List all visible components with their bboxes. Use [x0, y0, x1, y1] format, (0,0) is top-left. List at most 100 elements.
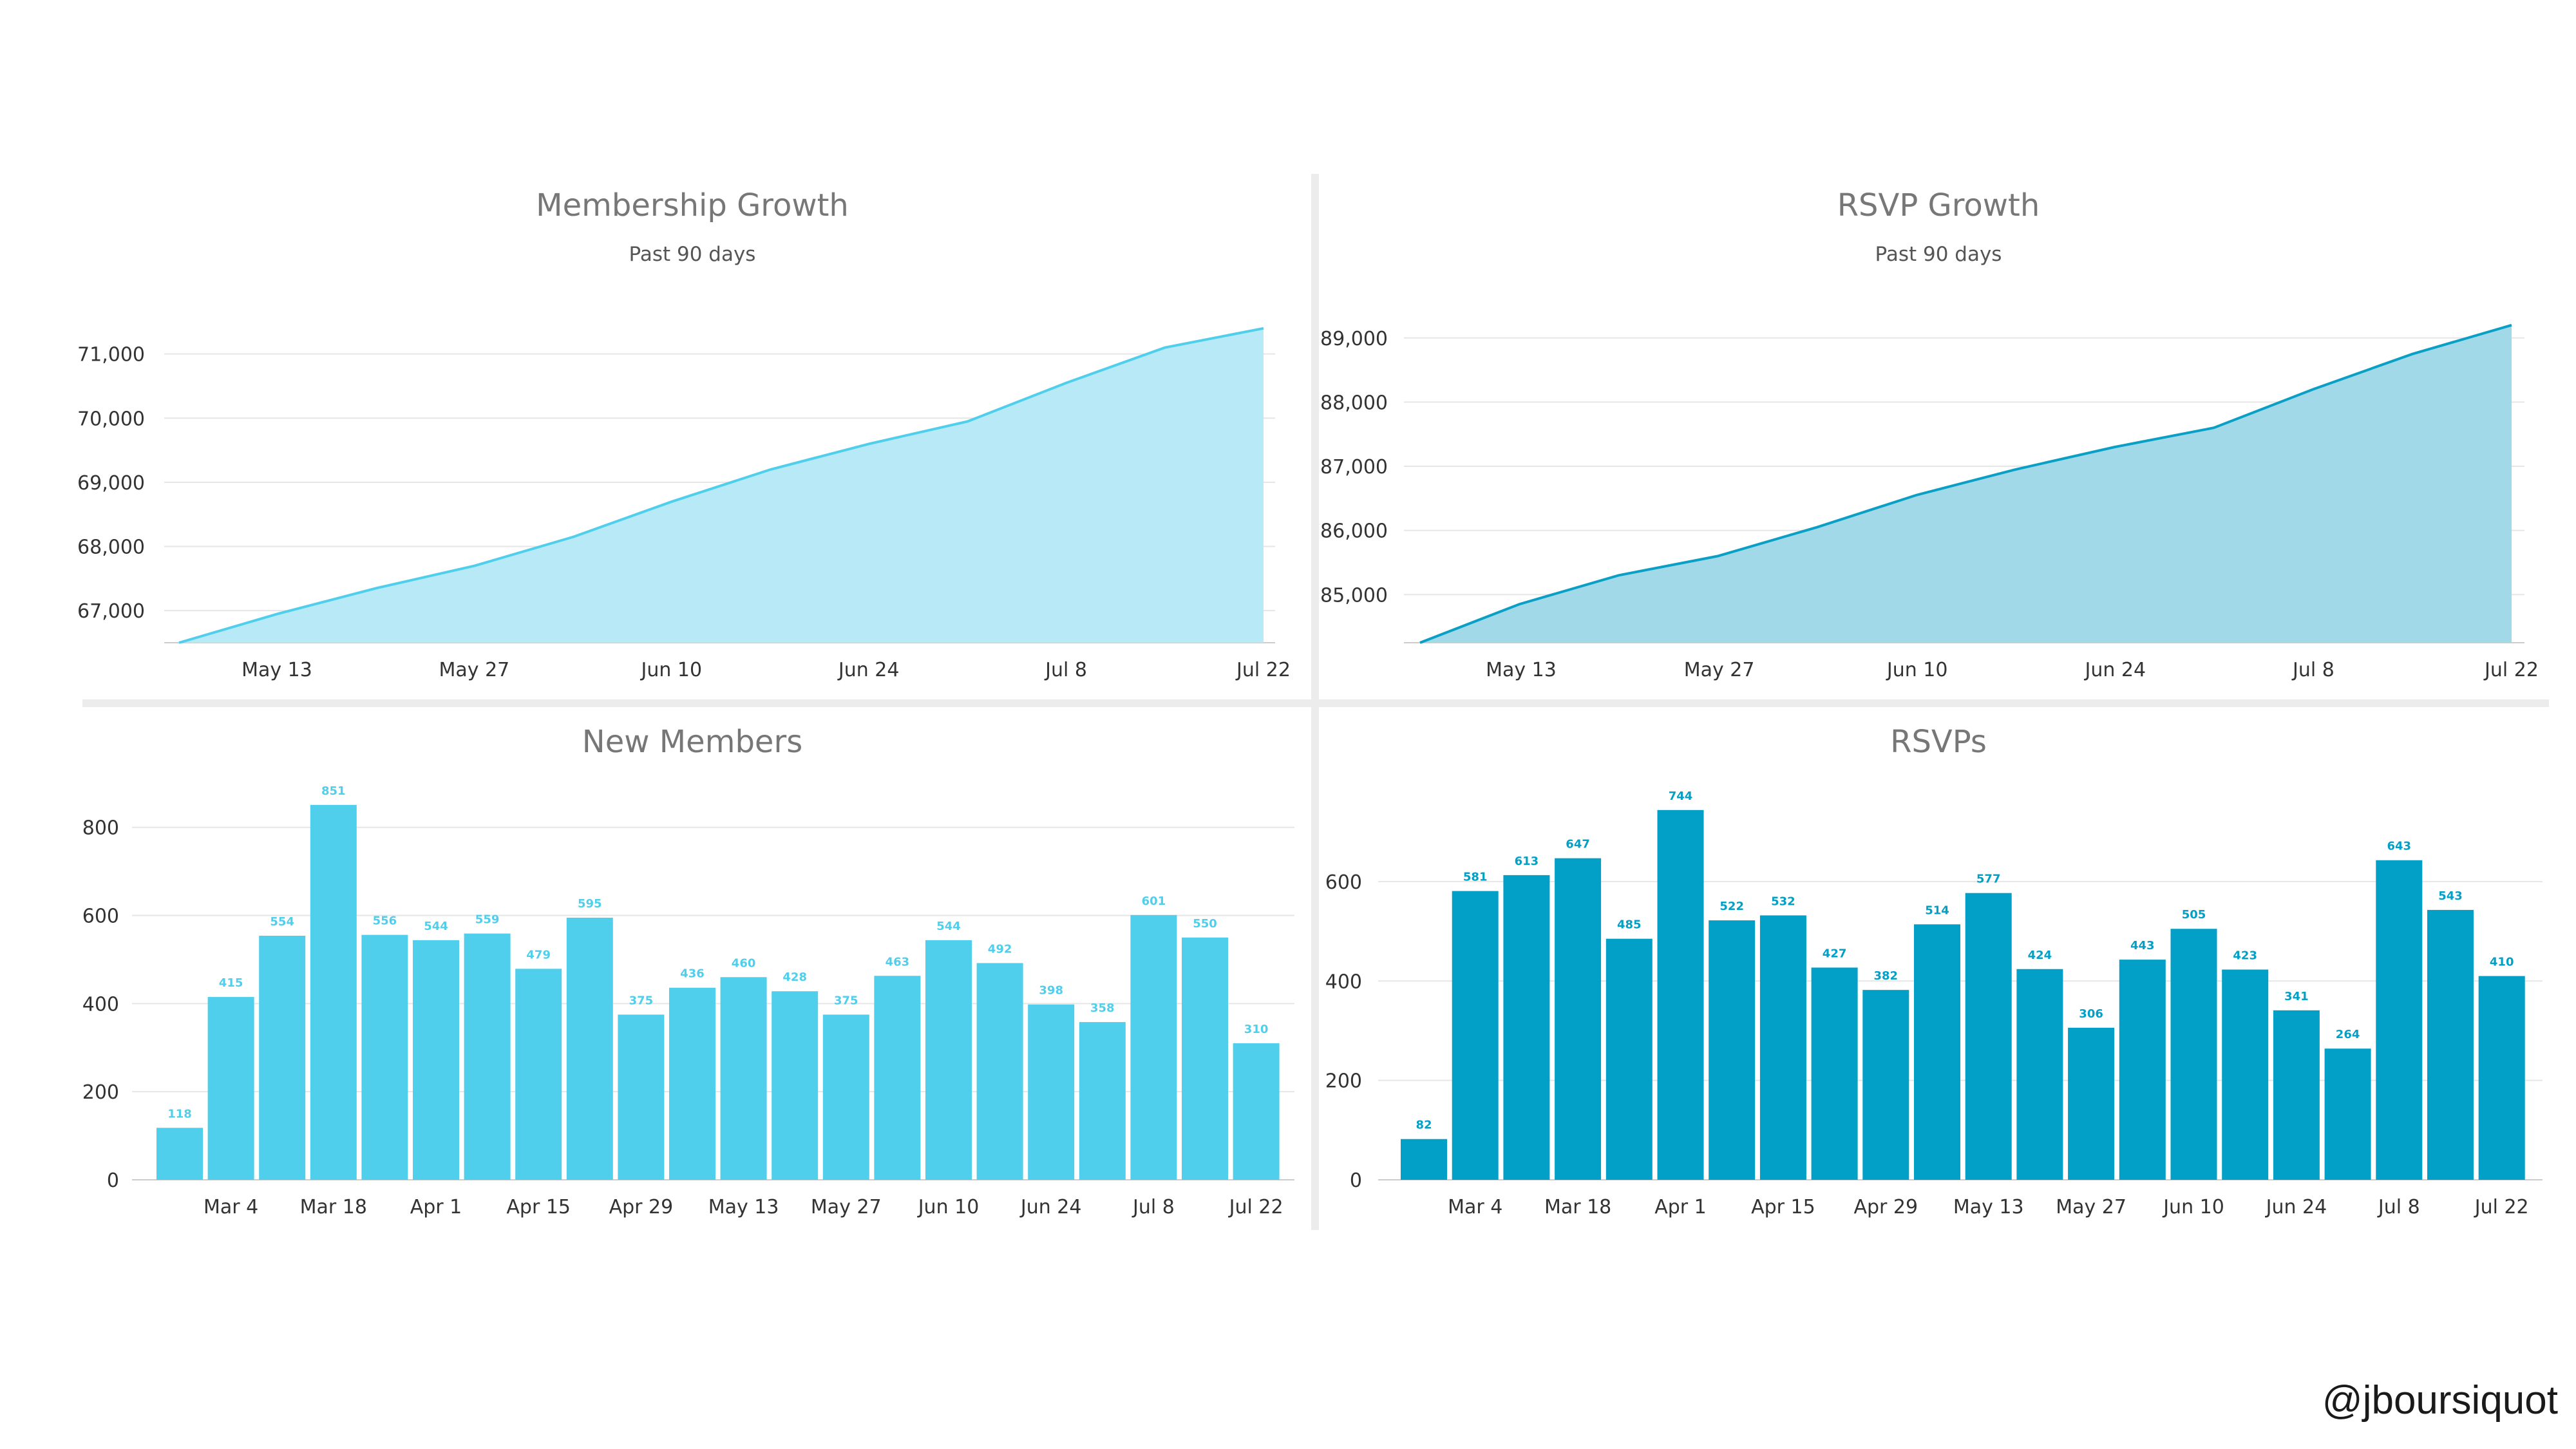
bar-value-label: 443: [2130, 939, 2155, 952]
bar: [772, 991, 819, 1180]
y-tick-label: 200: [82, 1081, 119, 1104]
x-tick-label: Jul 22: [1235, 659, 1291, 681]
bar: [720, 977, 767, 1180]
area-fill: [1420, 325, 2512, 643]
x-tick-label: Jun 10: [640, 659, 703, 681]
bar: [310, 804, 357, 1180]
x-tick-label: Apr 29: [1853, 1196, 1918, 1218]
bar: [207, 997, 254, 1180]
y-tick-label: 600: [1325, 871, 1362, 894]
bar-value-label: 556: [373, 914, 397, 928]
bar: [2016, 969, 2063, 1180]
bar: [2119, 960, 2166, 1180]
x-tick-label: Jul 22: [2483, 659, 2539, 681]
x-tick-label: May 13: [242, 659, 312, 681]
author-handle: @jboursiquot: [2322, 1378, 2558, 1423]
chart-title: Membership Growth: [536, 187, 849, 223]
y-tick-label: 70,000: [77, 408, 145, 430]
bar-value-label: 375: [834, 994, 858, 1007]
y-tick-label: 87,000: [1320, 456, 1388, 478]
bar-value-label: 428: [782, 971, 807, 984]
bar-value-label: 851: [321, 784, 346, 798]
bar-value-label: 382: [1874, 969, 1899, 983]
x-tick-label: May 13: [1953, 1196, 2024, 1218]
bar-value-label: 492: [988, 942, 1012, 956]
y-tick-label: 85,000: [1320, 584, 1388, 607]
x-tick-label: Apr 15: [506, 1196, 571, 1218]
y-tick-label: 400: [82, 993, 119, 1016]
x-tick-label: May 27: [439, 659, 510, 681]
chart-title: RSVP Growth: [1837, 187, 2040, 223]
bar: [2324, 1048, 2371, 1180]
x-tick-label: Apr 1: [410, 1196, 462, 1218]
bar: [1914, 924, 1960, 1180]
x-tick-label: Jun 24: [2084, 659, 2146, 681]
horizontal-divider: [82, 699, 2549, 707]
x-tick-label: Jul 8: [2377, 1196, 2420, 1218]
bar: [618, 1014, 665, 1180]
bar-value-label: 423: [2233, 949, 2257, 963]
bar: [464, 933, 511, 1180]
x-tick-label: Jul 8: [1132, 1196, 1175, 1218]
y-tick-label: 800: [82, 817, 119, 840]
bar-value-label: 505: [2182, 908, 2206, 922]
bar: [413, 940, 459, 1180]
chart-1: Membership Growth Past 90 days 67,000 68,00…: [77, 187, 1291, 681]
bar: [1605, 938, 1653, 1180]
bar: [1657, 810, 1704, 1180]
bar-value-label: 479: [526, 948, 551, 961]
bar-value-label: 581: [1463, 871, 1488, 884]
bar: [1130, 914, 1177, 1180]
bar: [2068, 1027, 2115, 1180]
x-tick-label: May 27: [1684, 659, 1755, 681]
x-tick-label: Mar 4: [1448, 1196, 1502, 1218]
y-tick-label: 86,000: [1320, 520, 1388, 543]
chart-subtitle: Past 90 days: [629, 243, 756, 266]
x-tick-label: Apr 15: [1751, 1196, 1815, 1218]
bar-value-label: 543: [2438, 889, 2463, 903]
bar: [361, 934, 408, 1180]
y-tick-label: 600: [82, 905, 119, 928]
x-tick-label: Jul 22: [2474, 1196, 2529, 1218]
bar: [2376, 860, 2423, 1180]
bar-value-label: 460: [732, 956, 756, 970]
chart-subtitle: Past 90 days: [1875, 243, 2002, 266]
x-tick-label: Jun 24: [837, 659, 900, 681]
bar: [2478, 976, 2525, 1180]
bar: [1079, 1022, 1126, 1180]
x-tick-label: Jun 24: [2265, 1196, 2327, 1218]
x-tick-label: May 27: [2056, 1196, 2126, 1218]
x-tick-label: Jul 8: [1044, 659, 1087, 681]
bar-value-label: 310: [1244, 1023, 1269, 1036]
x-tick-label: May 27: [811, 1196, 882, 1218]
chart-title: New Members: [582, 724, 802, 760]
x-tick-label: Apr 29: [609, 1196, 674, 1218]
chart-3: New Members 0 200 400 600 800 118 415 554 851 556 5…: [82, 724, 1294, 1218]
y-tick-label: 69,000: [77, 472, 145, 495]
bar-value-label: 264: [2336, 1028, 2360, 1041]
bar: [1709, 920, 1756, 1180]
bar-value-label: 532: [1771, 895, 1795, 908]
x-tick-label: Mar 18: [1544, 1196, 1611, 1218]
bar: [515, 969, 562, 1180]
bar: [1965, 893, 2012, 1180]
bar-value-label: 463: [886, 955, 910, 969]
y-tick-label: 0: [107, 1170, 119, 1192]
bar: [1811, 967, 1858, 1180]
y-tick-label: 68,000: [77, 536, 145, 559]
bar-value-label: 341: [2284, 990, 2309, 1003]
bar: [1452, 891, 1499, 1180]
bar-value-label: 436: [680, 967, 705, 981]
bar-value-label: 613: [1515, 855, 1539, 868]
bar: [2170, 929, 2217, 1180]
bar: [1028, 1004, 1075, 1180]
x-tick-label: May 13: [708, 1196, 779, 1218]
bar-value-label: 514: [1925, 904, 1949, 917]
bar-value-label: 559: [475, 913, 500, 927]
bar-value-label: 358: [1090, 1001, 1115, 1015]
bar-value-label: 424: [2028, 949, 2052, 962]
x-tick-label: Mar 18: [300, 1196, 367, 1218]
bar-value-label: 595: [578, 897, 602, 911]
x-tick-label: May 13: [1486, 659, 1557, 681]
